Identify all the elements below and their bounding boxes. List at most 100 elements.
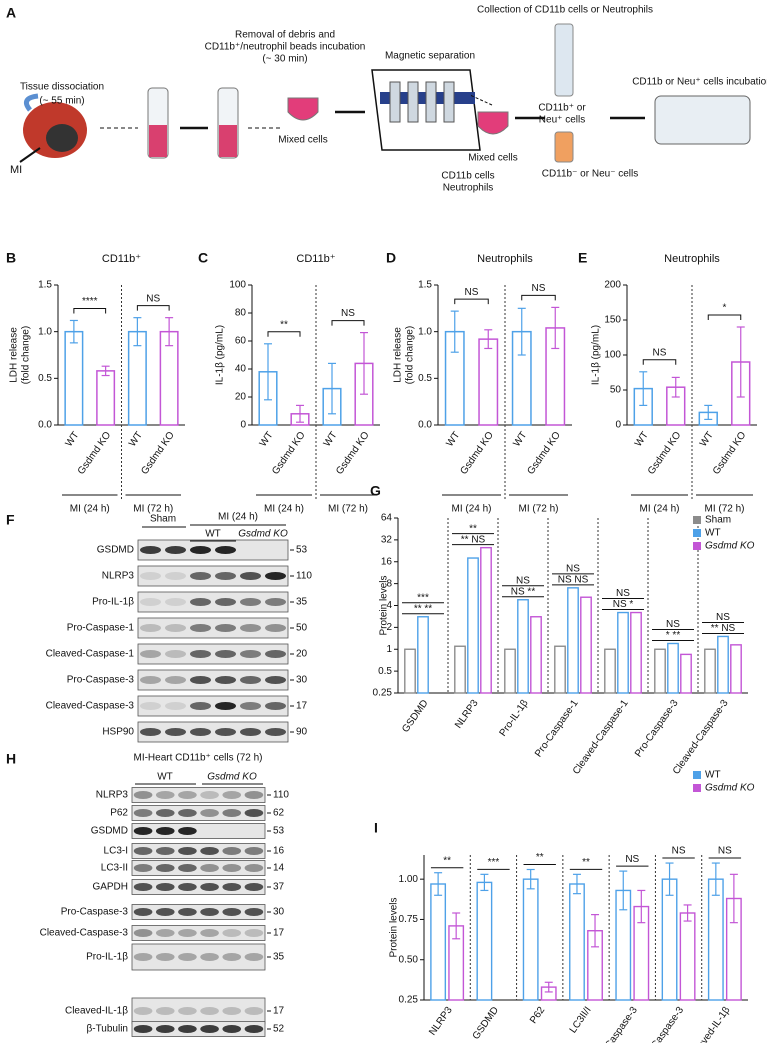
bar [430, 883, 447, 1001]
x-tick-label: LC3II/I [568, 1005, 594, 1035]
blot-band [222, 864, 242, 872]
blot-strip [131, 787, 266, 803]
sig-bracket [707, 314, 742, 320]
y-tick-label: 60 [235, 336, 247, 347]
blot-band [222, 929, 242, 937]
blot-band [222, 791, 242, 799]
y-tick-label: 0.5 [418, 373, 432, 384]
x-tick-label: NLRP3 [453, 698, 481, 731]
blot-band [190, 728, 211, 736]
blot-band [140, 624, 161, 632]
blot-band [133, 908, 153, 916]
bar [730, 644, 742, 694]
x-tick-label: WT [698, 430, 716, 449]
blot-band [215, 546, 236, 554]
blot-label: Cleaved-Caspase-3 [46, 701, 135, 712]
group-label: MI (24 h) [70, 504, 110, 515]
bar [522, 878, 539, 1001]
bar [478, 338, 499, 426]
panel-letter: H [6, 751, 16, 767]
blot-strip [137, 643, 289, 665]
blot-band [190, 650, 211, 658]
x-tick-label: Gsdmd KO [139, 430, 177, 477]
blot-label: P62 [110, 808, 128, 819]
blot-label: LC3-II [101, 863, 128, 874]
blot-band [222, 1025, 242, 1033]
x-tick-label: Gsdmd KO [76, 430, 114, 477]
tube-content [149, 125, 167, 157]
y-axis-label: LDH release [9, 327, 20, 383]
step-label: Removal of debris and [235, 30, 335, 41]
sig-label: NS NS [558, 574, 589, 585]
blot-band [240, 624, 261, 632]
blot-strip [131, 925, 266, 941]
step-label: Neu⁺ cells [539, 115, 585, 126]
bar [404, 648, 416, 694]
mw-label: 62 [273, 808, 285, 819]
blot-band [190, 702, 211, 710]
y-tick-label: 1 [386, 644, 392, 655]
x-tick-label: Pro-Caspase-3 [592, 1005, 640, 1043]
infarct-icon [46, 124, 78, 152]
mw-label: 90 [296, 727, 308, 738]
mw-label: 52 [273, 1024, 285, 1035]
panel-letter: G [370, 483, 381, 499]
rack-tubes [389, 81, 455, 123]
tube-icon [554, 23, 574, 97]
blot-band [244, 883, 264, 891]
x-tick-label: Gsdmd KO [711, 430, 749, 477]
legend-label: Gsdmd KO [705, 783, 755, 794]
bar [704, 648, 716, 694]
sig-label: * [723, 303, 727, 314]
blot-band [244, 908, 264, 916]
bar [707, 878, 724, 1001]
blot-band [240, 650, 261, 658]
blot-label: GAPDH [92, 882, 128, 893]
step-label: CD11b⁺ or [538, 103, 586, 114]
blot-band [190, 624, 211, 632]
x-tick-label: Gsdmd KO [525, 430, 563, 477]
step-label: CD11b cells [441, 171, 494, 182]
blot-band [200, 929, 219, 937]
blot-band [240, 702, 261, 710]
bar [630, 611, 642, 694]
y-tick-label: 0.0 [38, 420, 52, 431]
magnet-rack [371, 69, 481, 151]
blot-label: Pro-Caspase-3 [61, 907, 129, 918]
y-tick-label: 0.5 [38, 373, 52, 384]
chart-title: CD11b⁺ [102, 253, 141, 265]
x-tick-label: Gsdmd KO [334, 430, 372, 477]
blot-band [190, 676, 211, 684]
arrow [469, 94, 493, 106]
arrow [19, 147, 41, 163]
x-tick-label: WT [511, 430, 529, 449]
blot-band [140, 598, 161, 606]
blot-band [178, 929, 197, 937]
chart-title: CD11b⁺ [296, 253, 335, 265]
chart-title: Neutrophils [477, 253, 533, 265]
blot-band [244, 809, 264, 817]
chart-title: Neutrophils [664, 253, 720, 265]
blot-band [200, 809, 219, 817]
bar [680, 653, 692, 694]
mw-label: 17 [273, 1006, 285, 1017]
blot-band [140, 702, 161, 710]
x-tick-label: Pro-Caspase-1 [533, 698, 581, 760]
blot-label: Pro-Caspase-3 [67, 675, 135, 686]
sig-label: * ** [666, 630, 681, 641]
mw-label: 20 [296, 649, 308, 660]
blot-band [133, 1025, 153, 1033]
x-tick-label: Gsdmd KO [646, 430, 684, 477]
blot-band [265, 650, 286, 658]
group-label: MI (72 h) [704, 504, 744, 515]
blot-band [240, 598, 261, 606]
blot-band [222, 809, 242, 817]
y-tick-label: 8 [386, 578, 392, 589]
sig-label: ** [443, 855, 451, 866]
blot-band [155, 1007, 175, 1015]
x-tick-label: Pro-IL-1β [498, 698, 531, 739]
y-tick-label: 0 [615, 420, 621, 431]
blot-band [200, 953, 219, 961]
sig-label: NS [146, 293, 160, 304]
mw-label: 50 [296, 623, 308, 634]
